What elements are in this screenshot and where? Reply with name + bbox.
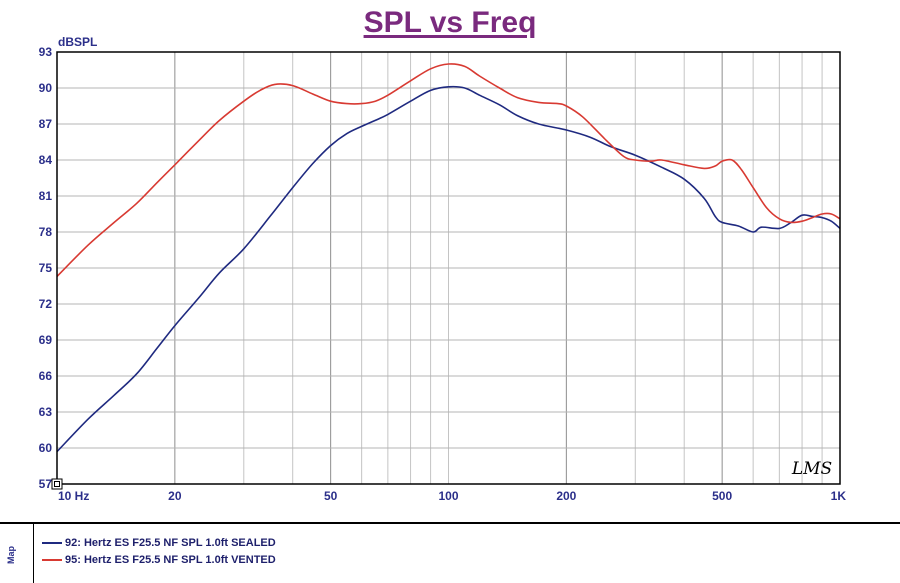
series-layer xyxy=(56,63,841,453)
x-tick-label: 100 xyxy=(438,489,458,503)
x-tick-label: 10 Hz xyxy=(58,489,89,503)
y-tick-label: 63 xyxy=(39,405,53,419)
x-tick-label: 50 xyxy=(324,489,338,503)
legend-item-sealed: 92: Hertz ES F25.5 NF SPL 1.0ft SEALED xyxy=(42,536,276,550)
chart-title: SPL vs Freq xyxy=(363,6,537,39)
legend-label-sealed: 92: Hertz ES F25.5 NF SPL 1.0ft SEALED xyxy=(65,537,276,549)
legend-swatch-vented xyxy=(42,559,62,561)
y-tick-label: 75 xyxy=(39,261,53,275)
x-tick-label: 200 xyxy=(556,489,576,503)
x-tick-label: 1K xyxy=(831,489,847,503)
y-axis-ticks: 57 60 63 66 69 72 75 78 81 84 87 90 93 xyxy=(39,45,53,491)
y-tick-label: 84 xyxy=(39,153,53,167)
y-tick-label: 78 xyxy=(39,225,53,239)
y-tick-label: 72 xyxy=(39,297,53,311)
lms-watermark: LMS xyxy=(791,459,832,479)
x-tick-label: 500 xyxy=(712,489,732,503)
y-tick-label: 90 xyxy=(39,81,53,95)
y-tick-label: 93 xyxy=(39,45,53,59)
legend-item-vented: 95: Hertz ES F25.5 NF SPL 1.0ft VENTED xyxy=(42,553,276,567)
y-axis-label: dBSPL xyxy=(58,35,97,49)
grid-lines xyxy=(57,52,840,484)
y-tick-label: 87 xyxy=(39,117,53,131)
x-axis-ticks: 10 Hz 20 50 100 200 500 1K xyxy=(58,489,846,503)
spl-chart: 57 60 63 66 69 72 75 78 81 84 87 90 93 10 Hz 20 50 100 2… xyxy=(39,35,847,503)
series-line-sealed xyxy=(56,85,841,453)
plot-frame xyxy=(56,51,841,485)
y-tick-label: 81 xyxy=(39,189,53,203)
y-tick-label: 57 xyxy=(39,477,53,491)
y-tick-label: 69 xyxy=(39,333,53,347)
legend-panel: Map 92: Hertz ES F25.5 NF SPL 1.0ft SEAL… xyxy=(0,522,900,583)
legend-divider xyxy=(33,524,34,583)
legend-map-label: Map xyxy=(6,546,16,564)
series-line-vented xyxy=(56,63,841,277)
origin-marker-icon xyxy=(51,478,63,490)
legend-swatch-sealed xyxy=(42,542,62,544)
x-tick-label: 20 xyxy=(168,489,182,503)
y-tick-label: 60 xyxy=(39,441,53,455)
y-tick-label: 66 xyxy=(39,369,53,383)
legend-label-vented: 95: Hertz ES F25.5 NF SPL 1.0ft VENTED xyxy=(65,554,276,566)
